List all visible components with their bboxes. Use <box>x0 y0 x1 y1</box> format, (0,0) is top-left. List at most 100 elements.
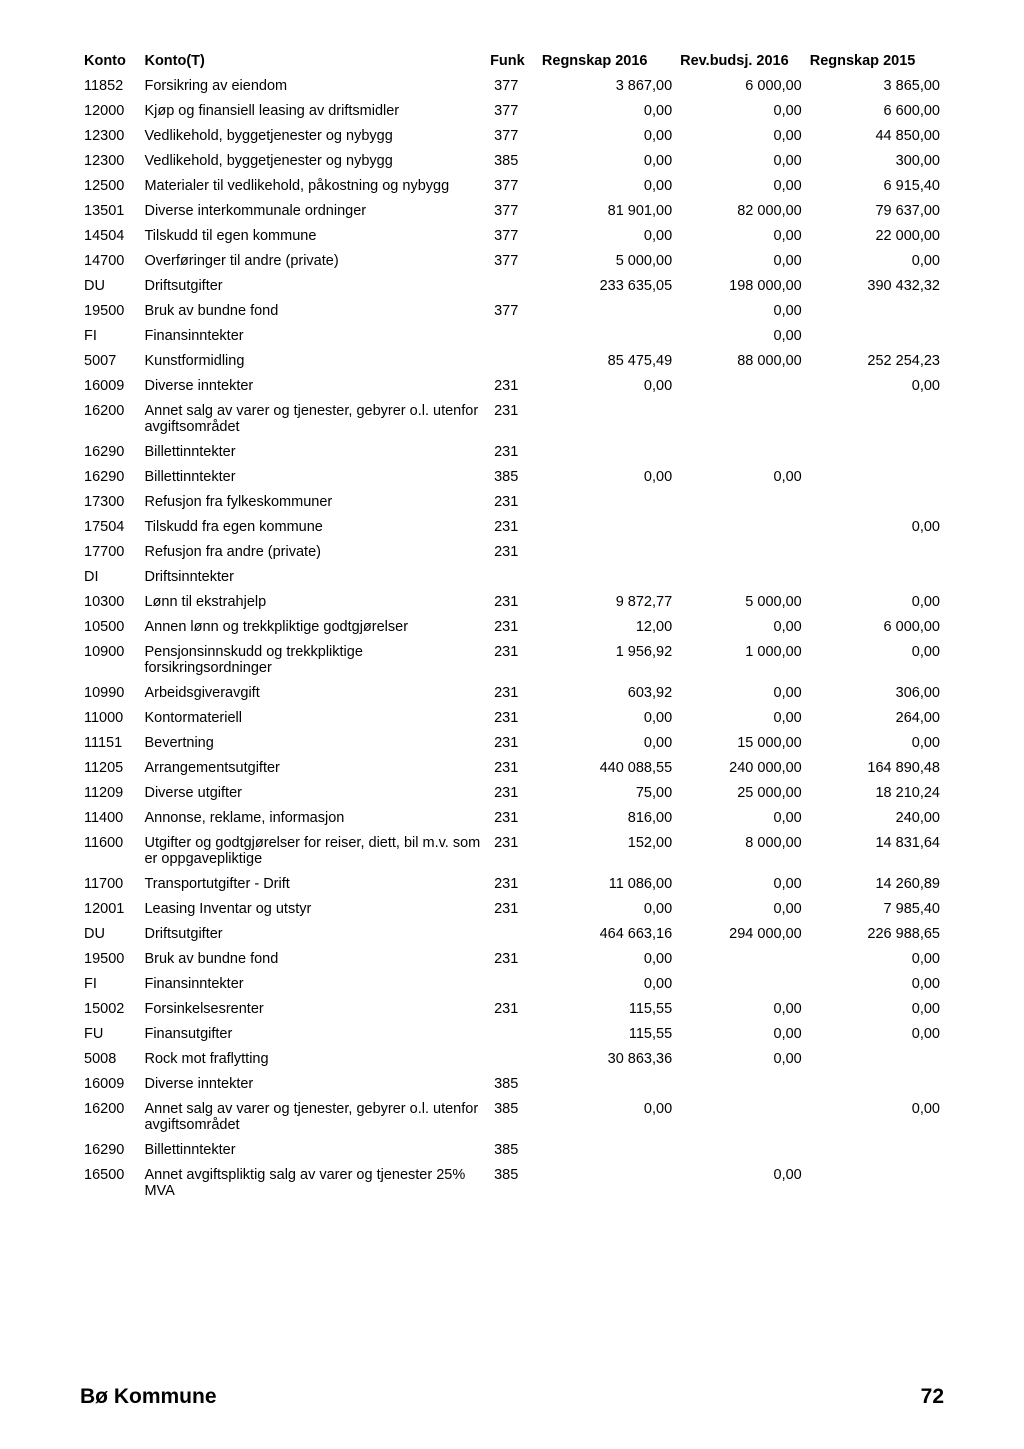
table-row: DIDriftsinntekter <box>80 564 944 589</box>
cell-kontot: Forsinkelsesrenter <box>140 996 486 1021</box>
cell-konto: 5008 <box>80 1046 140 1071</box>
cell-funk: 377 <box>486 73 538 98</box>
cell-regnskap2016 <box>538 323 676 348</box>
cell-revbudsj2016: 5 000,00 <box>676 589 806 614</box>
cell-revbudsj2016: 1 000,00 <box>676 639 806 680</box>
cell-regnskap2015: 164 890,48 <box>806 755 944 780</box>
cell-konto: 14700 <box>80 248 140 273</box>
cell-regnskap2016: 0,00 <box>538 123 676 148</box>
cell-konto: FI <box>80 323 140 348</box>
cell-regnskap2015 <box>806 398 944 439</box>
table-row: 11600Utgifter og godtgjørelser for reise… <box>80 830 944 871</box>
table-row: 14700Overføringer til andre (private)377… <box>80 248 944 273</box>
cell-funk <box>486 323 538 348</box>
cell-regnskap2016: 0,00 <box>538 173 676 198</box>
cell-regnskap2016: 1 956,92 <box>538 639 676 680</box>
cell-kontot: Annet avgiftspliktig salg av varer og tj… <box>140 1162 486 1203</box>
cell-revbudsj2016: 25 000,00 <box>676 780 806 805</box>
cell-regnskap2015 <box>806 564 944 589</box>
cell-kontot: Annet salg av varer og tjenester, gebyre… <box>140 1096 486 1137</box>
cell-kontot: Forsikring av eiendom <box>140 73 486 98</box>
cell-regnskap2015 <box>806 1162 944 1203</box>
cell-revbudsj2016 <box>676 398 806 439</box>
cell-funk: 231 <box>486 896 538 921</box>
cell-konto: 10900 <box>80 639 140 680</box>
cell-regnskap2015: 6 915,40 <box>806 173 944 198</box>
cell-funk <box>486 348 538 373</box>
cell-regnskap2016 <box>538 439 676 464</box>
table-row: 19500Bruk av bundne fond2310,000,00 <box>80 946 944 971</box>
cell-revbudsj2016: 294 000,00 <box>676 921 806 946</box>
table-row: DUDriftsutgifter464 663,16294 000,00226 … <box>80 921 944 946</box>
cell-funk: 231 <box>486 871 538 896</box>
cell-kontot: Annet salg av varer og tjenester, gebyre… <box>140 398 486 439</box>
cell-revbudsj2016: 0,00 <box>676 871 806 896</box>
cell-konto: 16290 <box>80 1137 140 1162</box>
cell-regnskap2016: 464 663,16 <box>538 921 676 946</box>
cell-regnskap2015: 14 831,64 <box>806 830 944 871</box>
cell-konto: 19500 <box>80 298 140 323</box>
cell-regnskap2015 <box>806 539 944 564</box>
cell-regnskap2016: 0,00 <box>538 464 676 489</box>
cell-revbudsj2016: 0,00 <box>676 298 806 323</box>
cell-konto: 17504 <box>80 514 140 539</box>
cell-funk: 231 <box>486 946 538 971</box>
table-row: 10990Arbeidsgiveravgift231603,920,00306,… <box>80 680 944 705</box>
cell-regnskap2016: 75,00 <box>538 780 676 805</box>
cell-konto: 12300 <box>80 123 140 148</box>
cell-revbudsj2016 <box>676 439 806 464</box>
cell-regnskap2016: 0,00 <box>538 705 676 730</box>
cell-regnskap2015: 22 000,00 <box>806 223 944 248</box>
table-row: 5007Kunstformidling85 475,4988 000,00252… <box>80 348 944 373</box>
cell-revbudsj2016 <box>676 971 806 996</box>
table-row: 12001Leasing Inventar og utstyr2310,000,… <box>80 896 944 921</box>
cell-regnskap2016: 30 863,36 <box>538 1046 676 1071</box>
cell-regnskap2016: 5 000,00 <box>538 248 676 273</box>
cell-konto: 11700 <box>80 871 140 896</box>
cell-kontot: Finansinntekter <box>140 971 486 996</box>
cell-funk: 385 <box>486 148 538 173</box>
cell-regnskap2015: 390 432,32 <box>806 273 944 298</box>
cell-revbudsj2016 <box>676 539 806 564</box>
cell-revbudsj2016: 0,00 <box>676 123 806 148</box>
cell-regnskap2015 <box>806 298 944 323</box>
cell-funk: 377 <box>486 98 538 123</box>
table-row: 11700Transportutgifter - Drift23111 086,… <box>80 871 944 896</box>
cell-kontot: Kunstformidling <box>140 348 486 373</box>
cell-revbudsj2016: 82 000,00 <box>676 198 806 223</box>
cell-funk: 377 <box>486 198 538 223</box>
cell-regnskap2015 <box>806 439 944 464</box>
cell-regnskap2015 <box>806 1046 944 1071</box>
cell-kontot: Diverse interkommunale ordninger <box>140 198 486 223</box>
cell-funk: 231 <box>486 730 538 755</box>
header-regnskap2015: Regnskap 2015 <box>806 48 944 73</box>
cell-funk: 231 <box>486 539 538 564</box>
cell-revbudsj2016: 198 000,00 <box>676 273 806 298</box>
cell-revbudsj2016: 0,00 <box>676 705 806 730</box>
cell-regnskap2015: 0,00 <box>806 639 944 680</box>
cell-konto: 16290 <box>80 464 140 489</box>
cell-kontot: Kontormateriell <box>140 705 486 730</box>
cell-revbudsj2016 <box>676 946 806 971</box>
cell-funk: 385 <box>486 1162 538 1203</box>
table-row: 16290Billettinntekter231 <box>80 439 944 464</box>
table-row: 10900Pensjonsinnskudd og trekkpliktige f… <box>80 639 944 680</box>
cell-regnskap2016: 0,00 <box>538 373 676 398</box>
cell-kontot: Billettinntekter <box>140 1137 486 1162</box>
cell-konto: 17300 <box>80 489 140 514</box>
cell-kontot: Diverse utgifter <box>140 780 486 805</box>
cell-regnskap2016: 152,00 <box>538 830 676 871</box>
cell-regnskap2016: 0,00 <box>538 946 676 971</box>
cell-funk: 377 <box>486 248 538 273</box>
cell-kontot: Vedlikehold, byggetjenester og nybygg <box>140 148 486 173</box>
cell-regnskap2015: 300,00 <box>806 148 944 173</box>
cell-revbudsj2016: 0,00 <box>676 996 806 1021</box>
table-row: 16009Diverse inntekter2310,000,00 <box>80 373 944 398</box>
table-row: 16009Diverse inntekter385 <box>80 1071 944 1096</box>
cell-funk <box>486 971 538 996</box>
table-row: 16290Billettinntekter385 <box>80 1137 944 1162</box>
cell-revbudsj2016: 0,00 <box>676 805 806 830</box>
cell-regnskap2016 <box>538 398 676 439</box>
table-row: FIFinansinntekter0,00 <box>80 323 944 348</box>
cell-revbudsj2016: 0,00 <box>676 680 806 705</box>
